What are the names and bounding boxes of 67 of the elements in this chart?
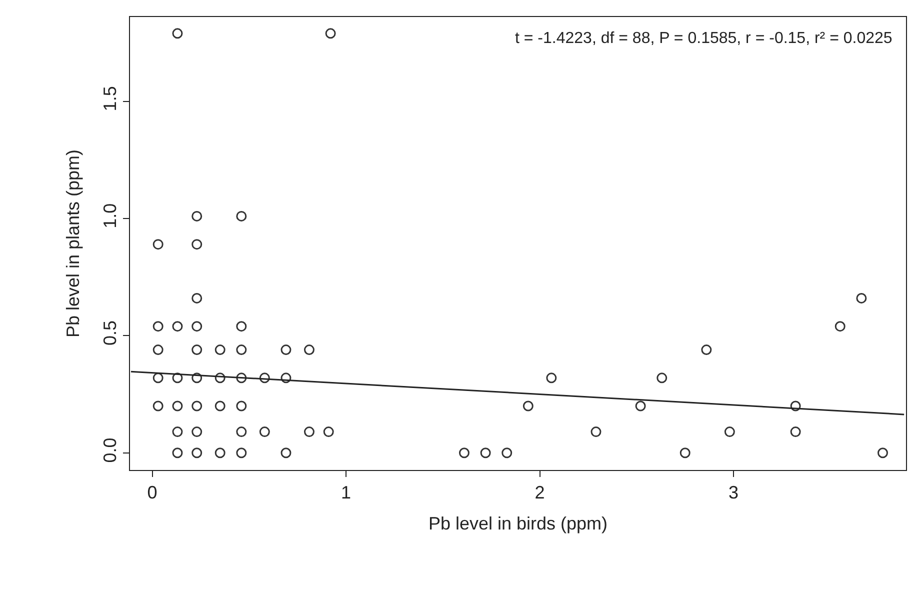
point	[192, 400, 202, 412]
point	[214, 400, 226, 412]
point	[790, 400, 801, 412]
point	[236, 210, 247, 222]
point	[790, 426, 801, 438]
point	[522, 400, 534, 412]
x-tick-label: 2	[534, 482, 545, 503]
point	[192, 292, 202, 304]
point	[458, 448, 470, 458]
point	[259, 426, 270, 438]
point	[236, 344, 247, 356]
point	[878, 448, 888, 458]
point	[236, 321, 247, 332]
point	[834, 321, 846, 332]
point	[635, 400, 646, 412]
point	[546, 372, 557, 384]
point	[236, 372, 247, 384]
y-tick-label: 0.5	[100, 320, 120, 346]
point	[192, 321, 202, 332]
y-axis-title: Pb level in plants (ppm)	[63, 149, 83, 338]
point	[323, 426, 334, 438]
point	[192, 426, 202, 438]
point	[236, 400, 247, 412]
point	[280, 448, 292, 458]
point	[152, 344, 164, 356]
point	[152, 321, 164, 332]
point	[192, 210, 202, 222]
point	[590, 426, 602, 438]
point	[656, 372, 668, 384]
point	[192, 239, 202, 250]
point	[480, 448, 491, 458]
x-tick-label: 1	[341, 482, 352, 503]
point	[172, 426, 183, 438]
point	[214, 344, 226, 356]
point	[259, 372, 270, 384]
point	[172, 448, 183, 458]
point	[214, 448, 226, 458]
point	[172, 372, 183, 384]
point	[172, 28, 183, 39]
point	[152, 372, 164, 384]
x-axis-title: Pb level in birds (ppm)	[428, 514, 608, 534]
point	[856, 292, 867, 304]
point	[236, 426, 247, 438]
point	[192, 344, 202, 356]
y-tick-label: 1.5	[100, 86, 120, 112]
point	[236, 448, 247, 458]
x-tick-label: 3	[728, 482, 739, 503]
point	[304, 426, 314, 438]
point	[152, 400, 164, 412]
y-tick-label: 1.0	[100, 203, 120, 228]
point	[502, 448, 512, 458]
point	[280, 372, 292, 384]
x-tick-label: 0	[147, 482, 158, 503]
point	[701, 344, 712, 356]
annotation: t = -1.4223, df = 88, P = 0.1585, r = -0.15, r² = 0.0225	[515, 30, 892, 47]
point	[325, 28, 336, 39]
point	[214, 372, 226, 384]
point	[304, 344, 314, 356]
point	[192, 372, 202, 384]
y-tick-label: 0.0	[100, 438, 120, 463]
point	[152, 239, 164, 250]
point	[192, 448, 202, 458]
point	[172, 400, 183, 412]
point	[680, 448, 690, 458]
point	[724, 426, 735, 438]
point	[280, 344, 292, 356]
point	[172, 321, 183, 332]
